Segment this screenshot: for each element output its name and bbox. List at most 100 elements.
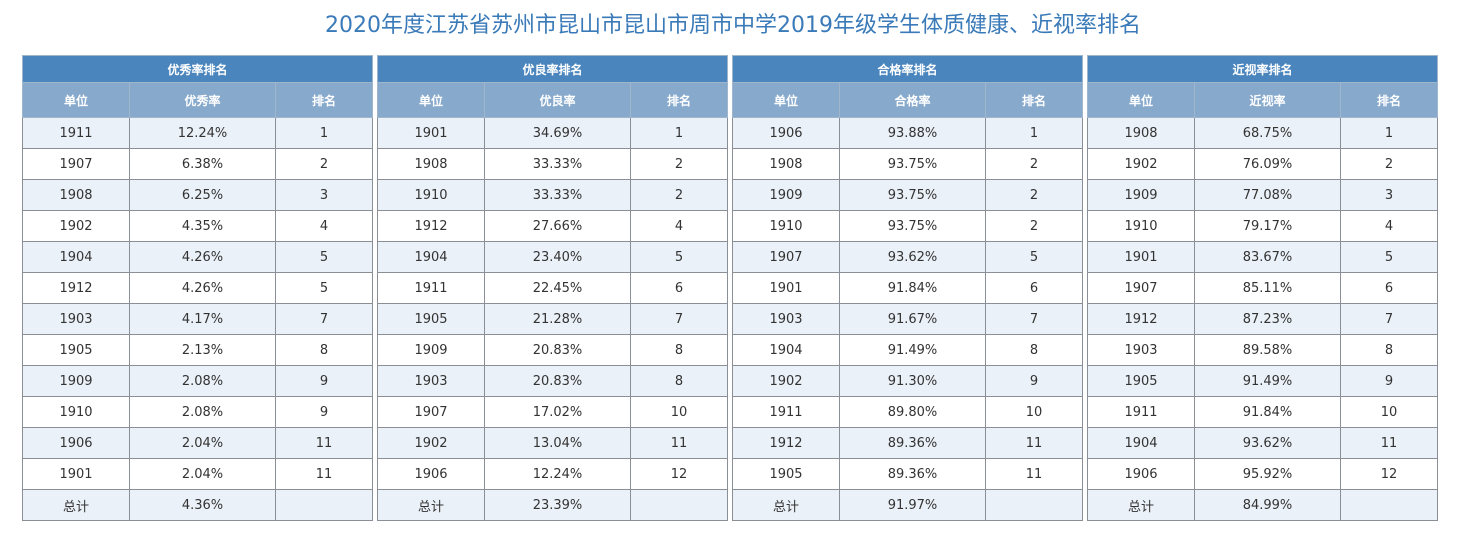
rank-cell: 7: [1339, 303, 1439, 335]
total-rank-cell: [1339, 489, 1439, 521]
rate-cell: 6.38%: [129, 148, 276, 180]
rank-cell: 11: [984, 458, 1084, 490]
total-rate-cell: 4.36%: [129, 489, 276, 521]
rank-cell: 2: [629, 179, 729, 211]
column-header: 排名: [629, 82, 729, 118]
rate-cell: 22.45%: [484, 272, 631, 304]
column-header: 单位: [22, 82, 130, 118]
table-row: 1907 85.11% 6: [1087, 272, 1439, 304]
column-header: 排名: [1339, 82, 1439, 118]
table-row: 1905 89.36% 11: [732, 458, 1084, 490]
unit-cell: 1901: [732, 272, 840, 304]
unit-cell: 1906: [22, 427, 130, 459]
rank-cell: 10: [629, 396, 729, 428]
unit-cell: 1906: [377, 458, 485, 490]
rate-cell: 93.62%: [839, 241, 986, 273]
table-row: 1903 4.17% 7: [22, 303, 374, 335]
excellent-rate-ranking-table: 优秀率排名 单位 优秀率 排名 1911 12.24% 1 1907 6.38% 2 1908 6.2…: [21, 55, 374, 521]
column-header: 优良率: [484, 82, 631, 118]
rate-cell: 12.24%: [484, 458, 631, 490]
rate-cell: 93.75%: [839, 210, 986, 242]
rate-cell: 13.04%: [484, 427, 631, 459]
unit-cell: 1903: [377, 365, 485, 397]
rank-cell: 5: [274, 241, 374, 273]
rank-cell: 4: [629, 210, 729, 242]
unit-cell: 1909: [732, 179, 840, 211]
rank-cell: 11: [984, 427, 1084, 459]
rank-cell: 2: [1339, 148, 1439, 180]
table-row: 1906 95.92% 12: [1087, 458, 1439, 490]
unit-cell: 1912: [1087, 303, 1195, 335]
table-row: 1910 79.17% 4: [1087, 210, 1439, 242]
total-row: 总计 4.36%: [22, 489, 374, 521]
unit-cell: 1911: [22, 117, 130, 149]
unit-cell: 1903: [22, 303, 130, 335]
rank-cell: 6: [629, 272, 729, 304]
rate-cell: 20.83%: [484, 365, 631, 397]
unit-cell: 1910: [732, 210, 840, 242]
table-row: 1909 2.08% 9: [22, 365, 374, 397]
table-row: 1904 91.49% 8: [732, 334, 1084, 366]
rank-cell: 5: [984, 241, 1084, 273]
rate-cell: 85.11%: [1194, 272, 1341, 304]
rank-cell: 7: [629, 303, 729, 335]
rank-cell: 9: [1339, 365, 1439, 397]
unit-cell: 1912: [22, 272, 130, 304]
table-heading: 合格率排名: [731, 55, 1084, 83]
rank-cell: 7: [984, 303, 1084, 335]
total-rank-cell: [274, 489, 374, 521]
column-header: 单位: [1087, 82, 1195, 118]
table-row: 1909 20.83% 8: [377, 334, 729, 366]
rank-cell: 5: [629, 241, 729, 273]
table-row: 1901 34.69% 1: [377, 117, 729, 149]
table-row: 1905 91.49% 9: [1087, 365, 1439, 397]
unit-cell: 1903: [1087, 334, 1195, 366]
unit-cell: 1910: [22, 396, 130, 428]
rank-cell: 2: [984, 210, 1084, 242]
rank-cell: 6: [1339, 272, 1439, 304]
table-row: 1907 93.62% 5: [732, 241, 1084, 273]
rate-cell: 79.17%: [1194, 210, 1341, 242]
rank-cell: 2: [274, 148, 374, 180]
unit-cell: 1907: [22, 148, 130, 180]
rate-cell: 95.92%: [1194, 458, 1341, 490]
rank-cell: 11: [629, 427, 729, 459]
table-heading: 优秀率排名: [21, 55, 374, 83]
rank-cell: 8: [984, 334, 1084, 366]
unit-cell: 1901: [22, 458, 130, 490]
column-header: 优秀率: [129, 82, 276, 118]
total-rank-cell: [984, 489, 1084, 521]
rank-cell: 1: [1339, 117, 1439, 149]
rate-cell: 2.04%: [129, 427, 276, 459]
table-row: 1912 4.26% 5: [22, 272, 374, 304]
rank-cell: 12: [1339, 458, 1439, 490]
unit-cell: 1905: [732, 458, 840, 490]
rank-cell: 11: [274, 458, 374, 490]
rate-cell: 93.62%: [1194, 427, 1341, 459]
rate-cell: 6.25%: [129, 179, 276, 211]
unit-cell: 1908: [732, 148, 840, 180]
rate-cell: 33.33%: [484, 179, 631, 211]
table-heading: 优良率排名: [376, 55, 729, 83]
total-rate-cell: 84.99%: [1194, 489, 1341, 521]
unit-cell: 1902: [1087, 148, 1195, 180]
ranking-table: 合格率排名 单位 合格率 排名 1906 93.88% 1 1908 93.75% 2 1909 93…: [731, 55, 1084, 521]
rate-cell: 2.08%: [129, 396, 276, 428]
total-label-cell: 总计: [377, 489, 485, 521]
unit-cell: 1905: [377, 303, 485, 335]
unit-cell: 1902: [732, 365, 840, 397]
unit-cell: 1904: [377, 241, 485, 273]
rank-cell: 4: [1339, 210, 1439, 242]
table-row: 1904 93.62% 11: [1087, 427, 1439, 459]
rate-cell: 2.13%: [129, 334, 276, 366]
unit-cell: 1906: [732, 117, 840, 149]
table-row: 1909 93.75% 2: [732, 179, 1084, 211]
table-heading: 近视率排名: [1086, 55, 1439, 83]
table-row: 1903 91.67% 7: [732, 303, 1084, 335]
unit-cell: 1905: [1087, 365, 1195, 397]
total-row: 总计 91.97%: [732, 489, 1084, 521]
total-label-cell: 总计: [22, 489, 130, 521]
rank-cell: 12: [629, 458, 729, 490]
table-row: 1901 2.04% 11: [22, 458, 374, 490]
unit-cell: 1908: [22, 179, 130, 211]
